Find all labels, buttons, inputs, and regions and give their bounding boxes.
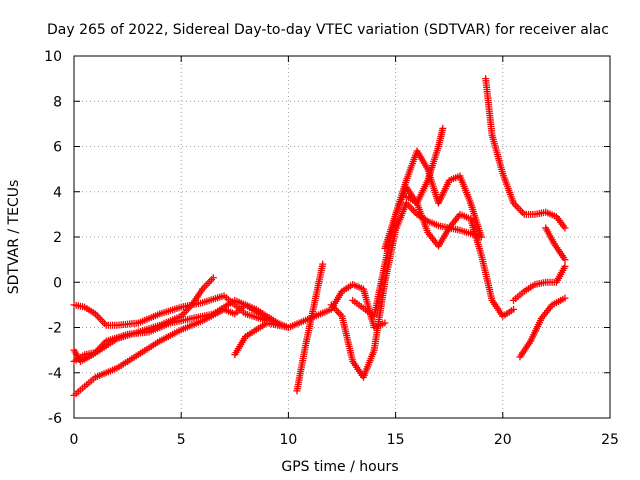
grid-lines xyxy=(74,56,610,418)
series-arc-7 xyxy=(327,199,485,381)
data-point xyxy=(510,305,518,313)
series-arc-13 xyxy=(516,294,569,361)
x-tick-label: 0 xyxy=(70,432,79,448)
data-point xyxy=(477,233,485,241)
y-tick-label: 0 xyxy=(53,275,62,291)
x-axis-label: GPS time / hours xyxy=(281,459,398,475)
x-tick-label: 5 xyxy=(177,432,186,448)
y-tick-label: -4 xyxy=(48,366,62,382)
series-arc-14 xyxy=(542,224,569,264)
data-point xyxy=(209,274,217,282)
data-point xyxy=(561,294,569,302)
series-arc-12 xyxy=(510,262,569,304)
data-point xyxy=(561,262,569,270)
data-point xyxy=(561,224,569,232)
data-point xyxy=(319,260,327,268)
x-tick-label: 25 xyxy=(601,432,619,448)
chart-title: Day 265 of 2022, Sidereal Day-to-day VTE… xyxy=(47,22,609,38)
x-axis: 0 5 10 15 20 25 xyxy=(70,56,619,448)
x-tick-label: 10 xyxy=(279,432,297,448)
series-arc-10 xyxy=(402,124,447,207)
x-tick-label: 20 xyxy=(494,432,512,448)
y-tick-label: 2 xyxy=(53,230,62,246)
data-point xyxy=(381,319,389,327)
y-axis-label: SDTVAR / TECUs xyxy=(6,180,22,295)
data-point xyxy=(561,256,569,264)
series-arc-8 xyxy=(349,183,518,320)
y-tick-label: -2 xyxy=(48,321,62,337)
y-tick-label: 8 xyxy=(53,94,62,110)
series-arc-11 xyxy=(482,75,569,232)
series-arc-5 xyxy=(231,281,389,359)
series-arc-4 xyxy=(70,274,217,365)
series-arc-6 xyxy=(293,260,327,395)
x-tick-label: 15 xyxy=(387,432,405,448)
y-axis: -6 -4 -2 0 2 4 6 8 10 xyxy=(44,49,610,427)
y-tick-label: 4 xyxy=(53,185,62,201)
y-tick-label: 6 xyxy=(53,140,62,156)
y-tick-label: -6 xyxy=(48,411,62,427)
y-tick-label: 10 xyxy=(44,49,62,65)
series-layer xyxy=(70,75,569,399)
data-point xyxy=(439,124,447,132)
series-arc-9 xyxy=(381,147,485,252)
